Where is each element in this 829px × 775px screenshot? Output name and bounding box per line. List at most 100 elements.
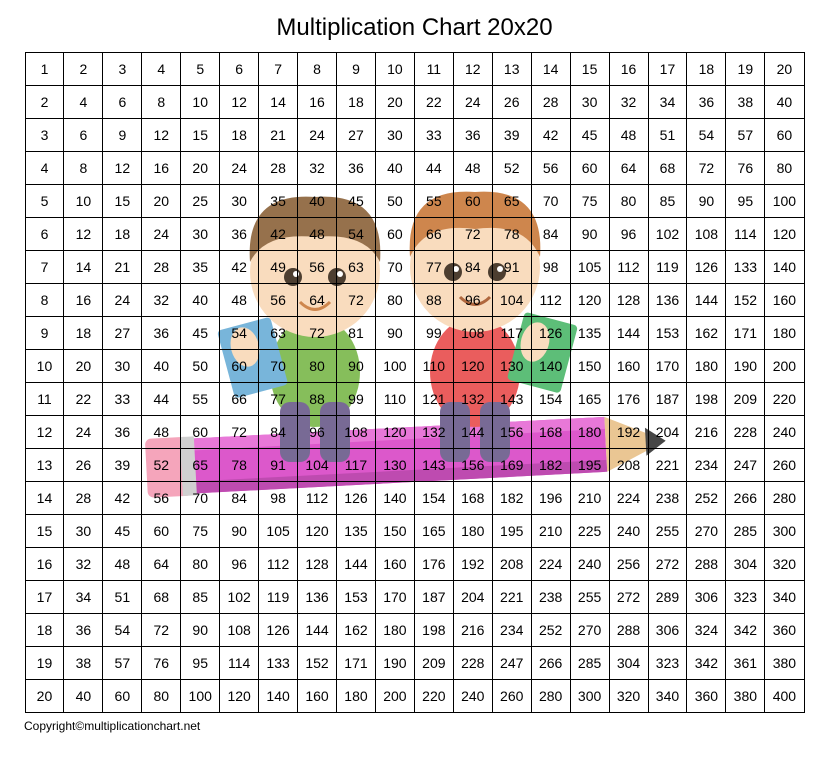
table-cell: 52: [492, 152, 531, 185]
table-cell: 224: [531, 548, 570, 581]
table-cell: 78: [492, 218, 531, 251]
table-cell: 60: [103, 680, 142, 713]
table-cell: 240: [765, 416, 804, 449]
table-cell: 100: [375, 350, 414, 383]
table-row: 1530456075901051201351501651801952102252…: [25, 515, 804, 548]
table-cell: 32: [298, 152, 337, 185]
table-cell: 16: [142, 152, 181, 185]
table-cell: 224: [609, 482, 648, 515]
table-cell: 112: [531, 284, 570, 317]
table-cell: 209: [726, 383, 765, 416]
table-cell: 150: [570, 350, 609, 383]
table-cell: 36: [142, 317, 181, 350]
table-cell: 30: [103, 350, 142, 383]
table-cell: 68: [142, 581, 181, 614]
table-cell: 176: [414, 548, 453, 581]
table-cell: 54: [220, 317, 259, 350]
table-cell: 84: [453, 251, 492, 284]
table-cell: 50: [181, 350, 220, 383]
table-cell: 96: [453, 284, 492, 317]
table-cell: 238: [531, 581, 570, 614]
table-cell: 20: [25, 680, 64, 713]
table-cell: 143: [414, 449, 453, 482]
table-cell: 36: [337, 152, 376, 185]
table-row: 8162432404856647280889610411212012813614…: [25, 284, 804, 317]
table-cell: 85: [648, 185, 687, 218]
table-cell: 30: [570, 86, 609, 119]
table-cell: 57: [726, 119, 765, 152]
table-cell: 285: [726, 515, 765, 548]
table-cell: 216: [453, 614, 492, 647]
table-cell: 39: [492, 119, 531, 152]
table-cell: 20: [181, 152, 220, 185]
table-cell: 252: [531, 614, 570, 647]
table-cell: 98: [259, 482, 298, 515]
table-cell: 324: [687, 614, 726, 647]
table-cell: 24: [64, 416, 103, 449]
table-cell: 63: [337, 251, 376, 284]
table-cell: 225: [570, 515, 609, 548]
table-cell: 150: [375, 515, 414, 548]
table-cell: 108: [453, 317, 492, 350]
table-cell: 238: [648, 482, 687, 515]
table-cell: 360: [765, 614, 804, 647]
table-cell: 91: [259, 449, 298, 482]
table-cell: 228: [726, 416, 765, 449]
table-cell: 130: [375, 449, 414, 482]
table-cell: 16: [298, 86, 337, 119]
table-cell: 80: [375, 284, 414, 317]
table-cell: 153: [337, 581, 376, 614]
table-cell: 190: [726, 350, 765, 383]
table-cell: 360: [687, 680, 726, 713]
table-cell: 66: [220, 383, 259, 416]
table-cell: 180: [765, 317, 804, 350]
table-cell: 33: [414, 119, 453, 152]
table-cell: 90: [337, 350, 376, 383]
table-cell: 5: [181, 53, 220, 86]
table-cell: 54: [337, 218, 376, 251]
table-cell: 39: [103, 449, 142, 482]
table-cell: 8: [25, 284, 64, 317]
table-cell: 136: [648, 284, 687, 317]
table-cell: 80: [181, 548, 220, 581]
table-cell: 51: [103, 581, 142, 614]
table-cell: 45: [570, 119, 609, 152]
table-cell: 234: [687, 449, 726, 482]
table-cell: 110: [414, 350, 453, 383]
table-cell: 204: [453, 581, 492, 614]
table-cell: 280: [765, 482, 804, 515]
table-cell: 180: [687, 350, 726, 383]
table-cell: 136: [298, 581, 337, 614]
copyright-text: Copyright©multiplicationchart.net: [0, 713, 829, 733]
table-cell: 6: [103, 86, 142, 119]
table-cell: 90: [181, 614, 220, 647]
table-cell: 306: [648, 614, 687, 647]
table-cell: 64: [298, 284, 337, 317]
table-cell: 60: [375, 218, 414, 251]
table-cell: 64: [609, 152, 648, 185]
table-cell: 24: [103, 284, 142, 317]
table-cell: 14: [531, 53, 570, 86]
table-cell: 126: [259, 614, 298, 647]
table-cell: 12: [103, 152, 142, 185]
table-cell: 154: [414, 482, 453, 515]
table-cell: 180: [453, 515, 492, 548]
table-cell: 19: [25, 647, 64, 680]
table-cell: 153: [648, 317, 687, 350]
table-cell: 10: [25, 350, 64, 383]
table-cell: 48: [220, 284, 259, 317]
table-cell: 18: [687, 53, 726, 86]
table-cell: 35: [259, 185, 298, 218]
table-cell: 323: [726, 581, 765, 614]
table-cell: 72: [298, 317, 337, 350]
table-row: 7142128354249566370778491981051121191261…: [25, 251, 804, 284]
table-cell: 132: [414, 416, 453, 449]
table-cell: 144: [453, 416, 492, 449]
table-cell: 208: [609, 449, 648, 482]
table-cell: 114: [220, 647, 259, 680]
table-cell: 42: [259, 218, 298, 251]
table-cell: 288: [687, 548, 726, 581]
table-cell: 34: [64, 581, 103, 614]
table-cell: 20: [375, 86, 414, 119]
table-cell: 26: [492, 86, 531, 119]
